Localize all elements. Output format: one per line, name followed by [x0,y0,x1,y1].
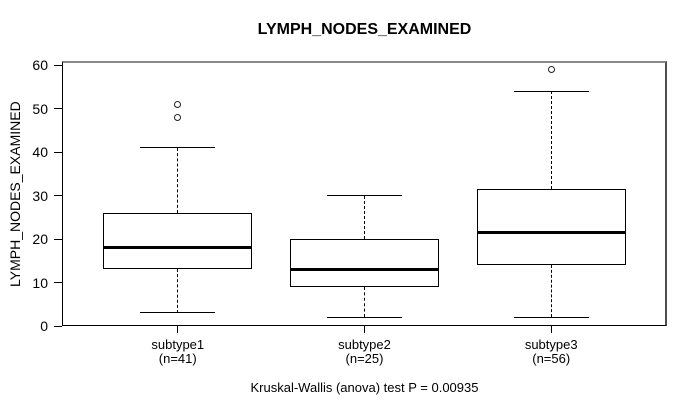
whisker-lower-cap [140,312,216,314]
group-label-block: subtype2 (n=25) [290,338,440,366]
y-tick-label: 60 [32,57,48,73]
whisker-lower-cap [327,316,402,318]
group-count-label: (n=41) [158,351,197,366]
group-label-block: subtype1 (n=41) [103,338,253,366]
y-tick-label: 10 [32,274,48,291]
group-label-block: subtype3 (n=56) [476,338,626,366]
whisker-lower-line [550,265,552,318]
whisker-upper-cap [140,147,216,149]
outlier-point [174,100,182,108]
whisker-lower-line [177,269,179,313]
group-label: subtype1 [151,337,205,352]
median-line [476,230,626,234]
whisker-lower-line [364,286,365,318]
median-line [289,267,440,271]
y-tick-label: 0 [40,318,48,334]
box-iqr [103,212,253,270]
chart-title: LYMPH_NODES_EXAMINED [257,21,472,38]
whisker-upper-line [177,147,179,213]
y-tick-label: 40 [32,144,48,160]
x-tick-mark [364,326,365,333]
y-tick-label: 50 [32,100,48,117]
y-tick-mark [54,238,62,240]
whisker-upper-cap [513,90,589,92]
y-tick-mark [54,64,62,66]
y-tick-label: 30 [32,187,48,204]
y-tick-mark [54,151,62,153]
x-tick-mark [550,326,552,333]
group-count-label: (n=56) [532,351,571,366]
y-tick-mark [54,195,62,196]
outlier-point [174,113,182,121]
y-tick-mark [54,325,62,327]
whisker-upper-line [364,195,365,239]
whisker-upper-cap [327,195,402,196]
group-label: subtype2 [338,337,391,352]
y-tick-label: 20 [32,231,48,247]
group-label: subtype3 [524,337,578,352]
y-tick-mark [54,108,62,109]
outlier-point [547,65,555,73]
box-iqr [476,188,626,266]
whisker-lower-cap [513,316,589,318]
stats-caption: Kruskal-Wallis (anova) test P = 0.00935 [250,380,479,395]
whisker-upper-line [550,91,552,189]
median-line [103,246,253,250]
group-count-label: (n=25) [345,351,384,366]
y-tick-mark [54,282,62,283]
box-iqr [289,239,440,287]
x-tick-mark [177,326,179,333]
